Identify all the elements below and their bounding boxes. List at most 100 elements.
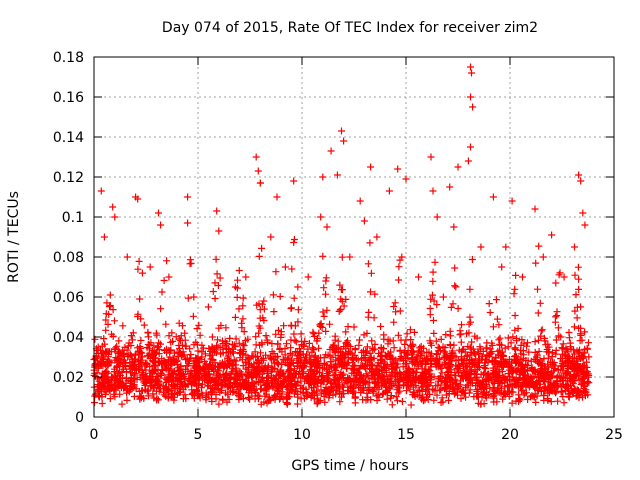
data-point bbox=[426, 337, 434, 345]
data-point bbox=[540, 334, 548, 342]
data-point bbox=[430, 317, 437, 324]
data-point bbox=[344, 351, 352, 358]
data-point bbox=[396, 256, 404, 264]
data-point bbox=[386, 337, 394, 345]
data-point bbox=[252, 341, 260, 349]
data-point bbox=[165, 387, 173, 395]
data-point bbox=[338, 371, 346, 379]
data-point bbox=[446, 183, 454, 191]
data-point bbox=[177, 352, 185, 360]
data-point bbox=[333, 171, 341, 179]
data-point bbox=[454, 369, 462, 376]
data-point bbox=[235, 267, 243, 274]
data-point bbox=[395, 263, 403, 271]
data-point bbox=[467, 367, 475, 375]
data-point bbox=[151, 361, 159, 369]
data-point bbox=[430, 396, 438, 404]
data-point bbox=[126, 385, 134, 392]
data-point bbox=[411, 378, 419, 386]
data-point bbox=[256, 370, 264, 378]
data-point bbox=[512, 375, 520, 383]
data-point bbox=[552, 346, 560, 354]
data-point bbox=[505, 383, 513, 391]
data-point bbox=[392, 393, 400, 401]
data-point bbox=[111, 317, 118, 325]
data-point bbox=[208, 388, 216, 396]
data-point bbox=[401, 349, 409, 357]
data-point bbox=[314, 335, 321, 342]
data-point bbox=[428, 341, 435, 349]
data-point bbox=[97, 349, 105, 357]
data-point bbox=[252, 333, 260, 341]
data-point bbox=[175, 372, 183, 380]
data-point bbox=[388, 354, 396, 362]
data-point bbox=[429, 277, 437, 285]
data-point bbox=[191, 367, 199, 375]
data-point bbox=[270, 308, 278, 316]
data-point bbox=[276, 344, 284, 352]
data-point bbox=[165, 377, 173, 384]
data-point bbox=[135, 257, 143, 265]
data-point bbox=[222, 344, 230, 352]
data-point bbox=[341, 379, 349, 387]
data-point bbox=[322, 327, 330, 335]
data-point bbox=[398, 398, 406, 405]
data-point bbox=[155, 380, 163, 388]
data-point bbox=[406, 375, 414, 383]
data-point bbox=[353, 371, 361, 379]
data-point bbox=[223, 382, 231, 390]
data-point bbox=[137, 394, 145, 402]
data-point bbox=[579, 209, 587, 217]
data-point bbox=[186, 256, 194, 264]
data-point bbox=[456, 381, 464, 389]
data-point bbox=[278, 383, 286, 391]
data-point bbox=[506, 375, 513, 383]
data-point bbox=[418, 357, 426, 365]
data-point bbox=[290, 330, 298, 338]
data-point bbox=[540, 396, 548, 404]
data-point bbox=[309, 328, 317, 336]
data-point bbox=[364, 260, 372, 268]
data-point bbox=[157, 221, 165, 229]
data-point bbox=[537, 362, 545, 370]
data-point bbox=[482, 356, 490, 364]
data-point bbox=[519, 362, 527, 370]
data-point bbox=[462, 393, 470, 401]
data-point bbox=[286, 349, 294, 357]
data-point bbox=[458, 321, 465, 329]
data-point bbox=[510, 353, 518, 361]
data-point bbox=[283, 340, 290, 348]
data-point bbox=[511, 285, 519, 293]
data-point bbox=[355, 378, 363, 386]
data-point bbox=[116, 390, 124, 398]
data-point bbox=[287, 366, 295, 374]
data-point bbox=[449, 300, 457, 308]
data-point bbox=[459, 346, 467, 354]
data-point bbox=[209, 356, 217, 363]
data-point bbox=[234, 386, 242, 394]
data-point bbox=[153, 344, 161, 352]
data-point bbox=[569, 375, 577, 383]
data-point bbox=[112, 344, 120, 352]
data-point bbox=[531, 384, 539, 392]
data-point bbox=[119, 322, 127, 330]
data-point bbox=[468, 338, 476, 346]
data-point bbox=[414, 386, 422, 394]
x-tick-label: 0 bbox=[90, 427, 99, 443]
data-point bbox=[161, 364, 169, 372]
data-point bbox=[433, 301, 441, 309]
data-point bbox=[480, 400, 488, 408]
data-point bbox=[436, 375, 444, 382]
data-point bbox=[143, 361, 151, 368]
data-point bbox=[167, 393, 175, 401]
data-point bbox=[575, 275, 583, 283]
data-point bbox=[492, 296, 500, 304]
data-point bbox=[305, 339, 313, 347]
data-point bbox=[222, 324, 230, 332]
data-point bbox=[254, 352, 261, 360]
data-point bbox=[298, 337, 305, 345]
data-point bbox=[165, 273, 173, 281]
data-point bbox=[154, 343, 162, 351]
data-point bbox=[274, 360, 282, 368]
data-point bbox=[572, 291, 580, 299]
